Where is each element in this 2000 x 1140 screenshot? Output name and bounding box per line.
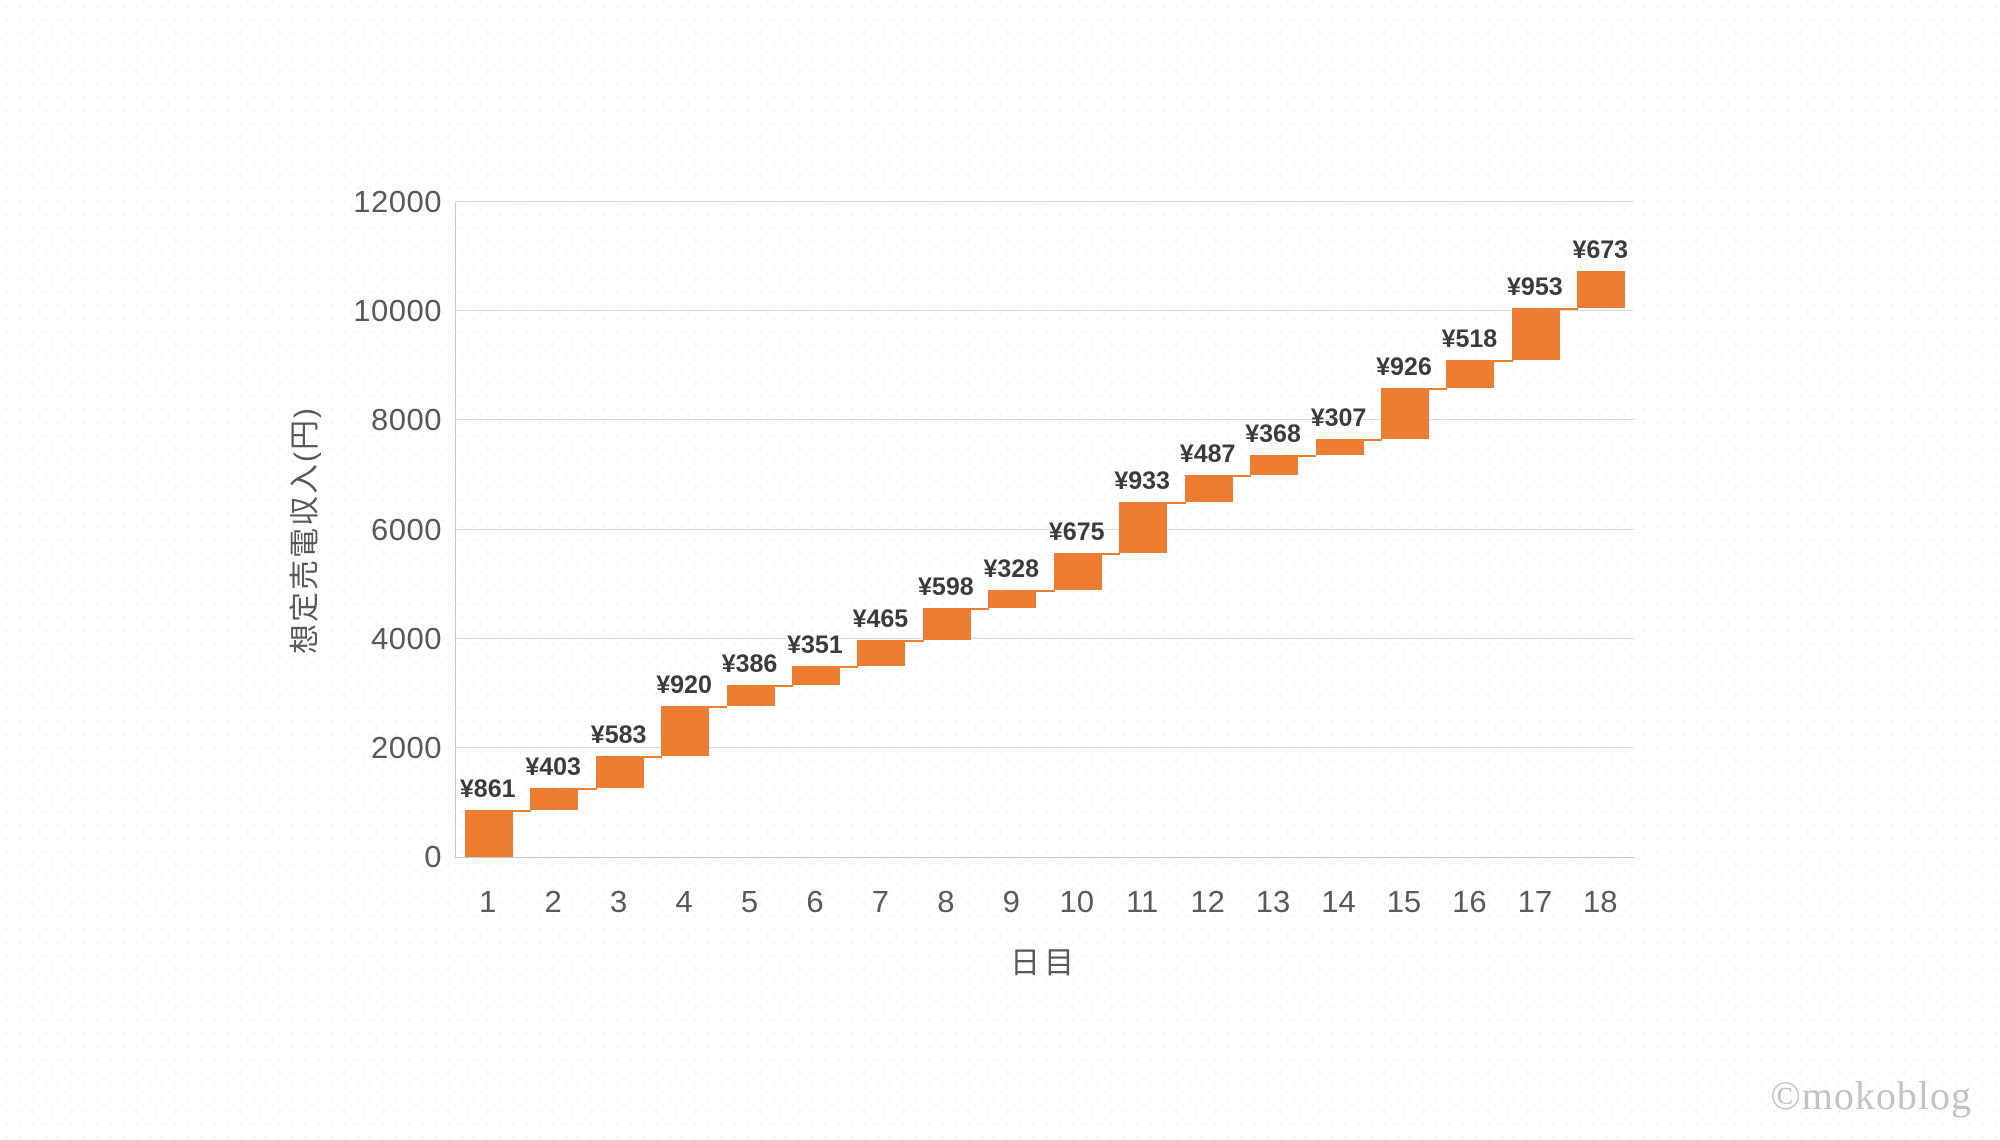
- waterfall-bar: [1577, 271, 1626, 308]
- waterfall-bar: [988, 589, 1037, 608]
- connector-line: [511, 810, 532, 812]
- waterfall-bar: [1380, 388, 1429, 439]
- connector-line: [1231, 475, 1252, 478]
- y-gridline: [456, 310, 1634, 312]
- x-tick-label: 5: [740, 884, 759, 919]
- y-tick-label: 4000: [371, 620, 442, 656]
- x-tick-label: 13: [1255, 884, 1291, 919]
- bar-value-label: ¥328: [983, 554, 1040, 583]
- x-tick-label: 14: [1321, 884, 1356, 919]
- y-tick-label: 10000: [353, 293, 442, 329]
- x-axis-title: 日目: [1010, 947, 1078, 980]
- waterfall-bar: [1053, 552, 1102, 590]
- bar-value-label: ¥953: [1507, 272, 1563, 301]
- bar-value-label: ¥368: [1245, 420, 1301, 449]
- connector-line: [969, 607, 990, 610]
- waterfall-bar: [1446, 359, 1495, 389]
- x-tick-label: 15: [1386, 884, 1422, 919]
- bar-value-label: ¥598: [918, 572, 974, 601]
- bar-value-label: ¥675: [1048, 517, 1105, 546]
- y-gridline: [456, 746, 1634, 748]
- connector-line: [904, 640, 924, 643]
- y-tick-label: 6000: [371, 511, 442, 547]
- x-tick-label: 7: [871, 884, 889, 919]
- y-tick-label: 8000: [371, 402, 442, 438]
- bar-value-label: ¥518: [1441, 324, 1498, 353]
- waterfall-bar: [857, 640, 906, 666]
- bar-value-label: ¥583: [590, 721, 647, 750]
- connector-line: [1035, 589, 1055, 592]
- bar-value-label: ¥920: [656, 670, 712, 699]
- bar-value-label: ¥351: [787, 630, 843, 659]
- y-gridline: [456, 201, 1634, 202]
- waterfall-bar: [922, 607, 971, 641]
- y-gridline: [456, 528, 1634, 530]
- x-tick-label: 10: [1059, 884, 1094, 919]
- bar-value-label: ¥933: [1114, 467, 1170, 496]
- connector-line: [773, 684, 793, 687]
- connector-line: [708, 705, 728, 708]
- bar-value-label: ¥307: [1310, 403, 1367, 432]
- waterfall-bar: [464, 810, 513, 857]
- x-tick-label: 12: [1190, 884, 1225, 919]
- y-gridline: [456, 637, 1634, 639]
- waterfall-bar: [791, 665, 840, 685]
- connector-line: [1493, 359, 1513, 362]
- bar-value-label: ¥487: [1179, 440, 1236, 469]
- bar-value-label: ¥386: [721, 649, 778, 678]
- connector-line: [577, 788, 597, 790]
- x-tick-label: 17: [1517, 884, 1553, 919]
- waterfall-bar: [595, 756, 644, 788]
- bar-value-label: ¥465: [852, 605, 909, 634]
- connector-line: [642, 756, 663, 759]
- connector-line: [1100, 552, 1121, 555]
- waterfall-bar: [530, 788, 579, 810]
- bar-value-label: ¥403: [525, 753, 581, 781]
- connector-line: [1362, 438, 1382, 441]
- x-tick-label: 4: [675, 884, 693, 919]
- x-tick-label: 9: [1002, 884, 1020, 919]
- connector-line: [1427, 388, 1448, 391]
- x-tick-label: 8: [937, 884, 955, 919]
- waterfall-bar: [1315, 438, 1364, 456]
- x-tick-label: 1: [479, 884, 497, 919]
- watermark-text: ©mokoblog: [1770, 1073, 1972, 1118]
- bar-value-label: ¥673: [1572, 236, 1629, 265]
- waterfall-bar: [1511, 307, 1560, 360]
- y-tick-label: 12000: [353, 184, 442, 219]
- y-tick-label: 0: [424, 839, 442, 874]
- x-tick-label: 11: [1126, 884, 1159, 919]
- waterfall-bar: [726, 684, 775, 706]
- x-tick-label: 2: [544, 884, 562, 919]
- x-tick-label: 6: [806, 884, 824, 919]
- waterfall-bar: [1250, 455, 1299, 476]
- x-tick-label: 16: [1452, 884, 1487, 919]
- x-tick-label: 3: [609, 884, 628, 919]
- bar-value-label: ¥926: [1376, 353, 1432, 382]
- connector-line: [1297, 455, 1317, 458]
- waterfall-bar: [1119, 502, 1168, 553]
- y-gridline: [456, 419, 1634, 421]
- connector-line: [838, 665, 859, 668]
- plot-area: [455, 201, 1634, 858]
- bar-value-label: ¥861: [459, 775, 516, 803]
- waterfall-bar: [661, 705, 710, 757]
- connector-line: [1166, 502, 1186, 505]
- waterfall-bar: [1184, 475, 1233, 503]
- y-tick-label: 2000: [371, 729, 442, 765]
- x-tick-label: 18: [1583, 884, 1618, 919]
- connector-line: [1558, 307, 1579, 310]
